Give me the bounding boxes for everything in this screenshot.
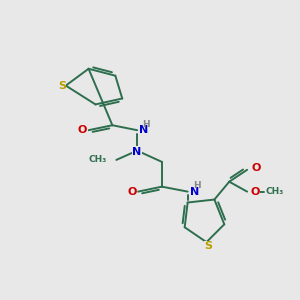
Text: N: N: [139, 125, 148, 135]
Text: S: S: [58, 81, 66, 91]
Text: CH₃: CH₃: [88, 155, 106, 164]
Text: O: O: [250, 187, 260, 196]
Text: S: S: [205, 241, 212, 251]
Text: N: N: [133, 147, 142, 157]
Text: O: O: [251, 163, 260, 173]
Text: O: O: [78, 125, 87, 135]
Text: O: O: [128, 187, 137, 196]
Text: H: H: [142, 120, 150, 129]
Text: H: H: [193, 181, 200, 190]
Text: CH₃: CH₃: [266, 187, 284, 196]
Text: N: N: [190, 187, 199, 196]
